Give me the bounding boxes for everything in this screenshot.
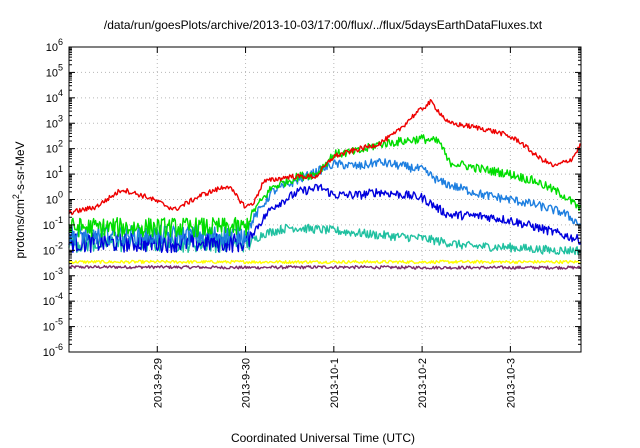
series-line xyxy=(68,259,582,265)
y-tick-label: 10-1 xyxy=(43,215,63,232)
y-axis-ticks: 10-6 10-5 10-4 10-3 10-2 10-1 100 101 102 103 104 1… xyxy=(43,37,581,359)
x-axis-label: Coordinated Universal Time (UTC) xyxy=(231,431,415,445)
y-tick-label: 100 xyxy=(46,190,63,207)
x-tick-label: 2013-10-1 xyxy=(329,358,341,408)
y-tick-label: 10-5 xyxy=(43,317,63,334)
y-tick-label: 10-6 xyxy=(43,342,63,359)
y-tick-label: 10-2 xyxy=(43,240,63,257)
y-tick-label: 106 xyxy=(46,37,63,54)
series-line xyxy=(68,98,582,216)
x-tick-label: 2013-9-29 xyxy=(152,358,164,408)
x-tick-label: 2013-10-2 xyxy=(417,358,429,408)
series-line xyxy=(68,183,582,254)
series-line xyxy=(68,264,582,270)
y-tick-label: 10-4 xyxy=(43,291,63,308)
x-tick-label: 2013-10-3 xyxy=(505,358,517,408)
y-tick-label: 103 xyxy=(46,113,63,130)
series-group xyxy=(68,98,582,270)
x-axis-ticks: 2013-9-29 2013-9-30 2013-10-1 2013-10-2 2013… xyxy=(152,47,517,408)
y-tick-label: 101 xyxy=(46,164,63,181)
y-tick-label: 105 xyxy=(46,62,63,79)
x-tick-label: 2013-9-30 xyxy=(241,358,253,408)
y-tick-label: 10-3 xyxy=(43,266,63,283)
grid xyxy=(69,47,581,352)
chart-title: /data/run/goesPlots/archive/2013-10-03/1… xyxy=(104,18,543,32)
y-tick-label: 104 xyxy=(46,88,63,105)
y-tick-label: 102 xyxy=(46,139,63,156)
y-axis-label: protons/cm2-s-sr-MeV xyxy=(11,141,27,258)
series-line xyxy=(68,157,582,246)
